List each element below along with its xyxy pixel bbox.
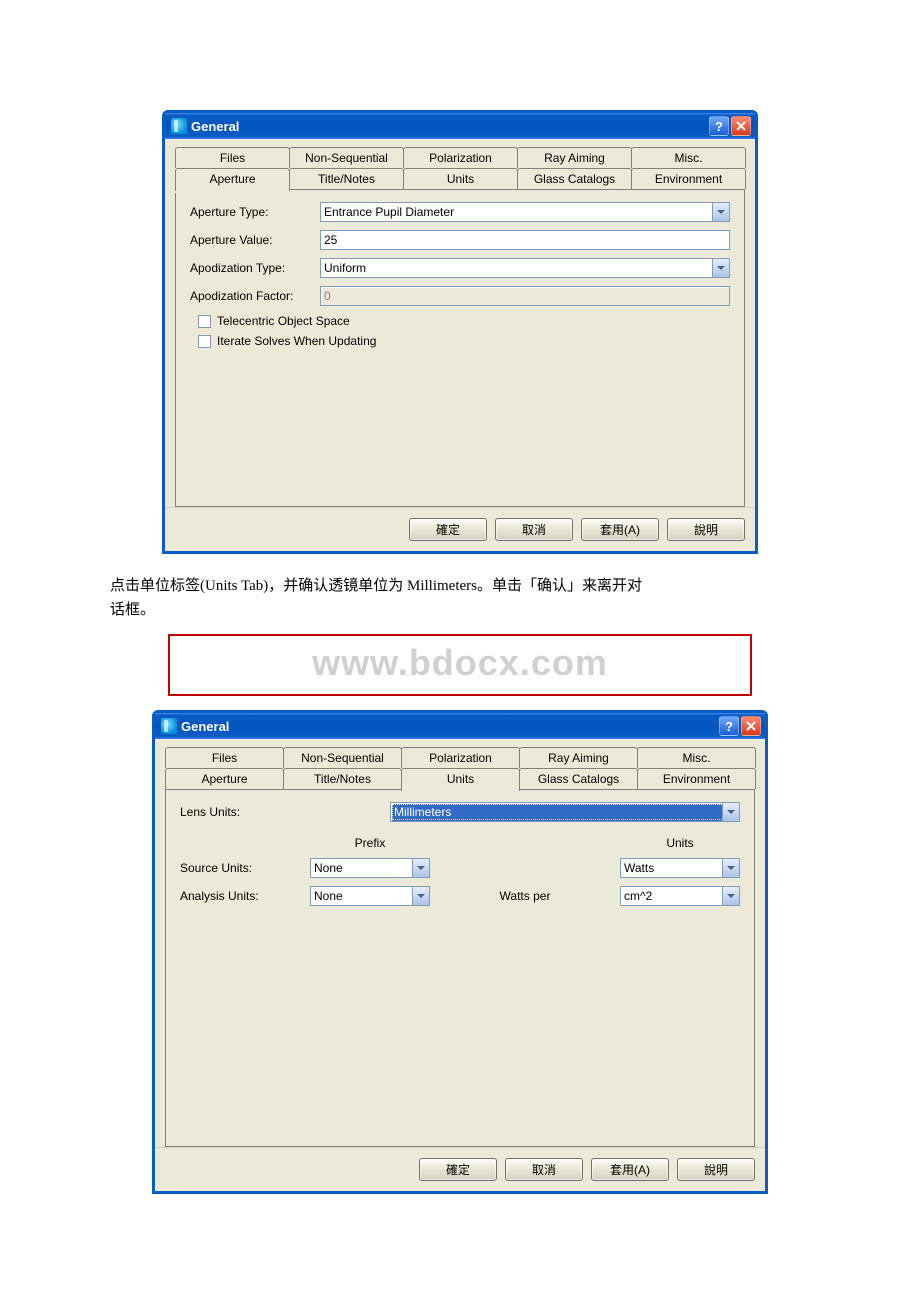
help-button[interactable]: 說明 [667,518,745,541]
apodization-type-select[interactable]: Uniform [320,258,730,278]
general-dialog-units: General ? Files Non-Sequential Polarizat… [152,710,768,1194]
prefix-header: Prefix [310,836,430,850]
tabstrip: Files Non-Sequential Polarization Ray Ai… [175,147,745,507]
aperture-type-label: Aperture Type: [190,205,320,219]
tab-ray-aiming[interactable]: Ray Aiming [519,747,638,768]
tab-units[interactable]: Units [403,168,518,189]
tab-title-notes[interactable]: Title/Notes [289,168,404,189]
analysis-units-select[interactable]: cm^2 [620,886,740,906]
cancel-button[interactable]: 取消 [495,518,573,541]
window-title: General [181,719,229,734]
watts-per-label: Watts per [430,889,620,903]
titlebar[interactable]: General ? [155,713,765,739]
watermark-box: www.bdocx.com [168,634,752,696]
apply-button[interactable]: 套用(A) [581,518,659,541]
column-headers: Prefix Units [180,836,740,850]
tab-glass-catalogs[interactable]: Glass Catalogs [517,168,632,189]
iterate-label: Iterate Solves When Updating [217,334,376,348]
analysis-prefix-select[interactable]: None [310,886,430,906]
source-units-select[interactable]: Watts [620,858,740,878]
tab-misc[interactable]: Misc. [637,747,756,768]
aperture-value-input[interactable] [320,230,730,250]
apodization-type-label: Apodization Type: [190,261,320,275]
dialog-button-row: 確定 取消 套用(A) 說明 [155,1147,765,1191]
titlebar-help-button[interactable]: ? [719,716,739,736]
telecentric-checkbox[interactable]: Telecentric Object Space [198,314,730,328]
general-dialog-aperture: General ? Files Non-Sequential Polarizat… [162,110,758,554]
checkbox-icon [198,335,211,348]
tab-environment[interactable]: Environment [637,768,756,789]
iterate-solves-checkbox[interactable]: Iterate Solves When Updating [198,334,730,348]
tab-misc[interactable]: Misc. [631,147,746,168]
source-units-label: Source Units: [180,861,310,875]
cancel-button[interactable]: 取消 [505,1158,583,1181]
aperture-type-select[interactable]: Entrance Pupil Diameter [320,202,730,222]
tab-polarization[interactable]: Polarization [403,147,518,168]
apply-button[interactable]: 套用(A) [591,1158,669,1181]
tab-title-notes[interactable]: Title/Notes [283,768,402,789]
ok-button[interactable]: 確定 [419,1158,497,1181]
ok-button[interactable]: 確定 [409,518,487,541]
app-icon [171,118,187,134]
tab-aperture[interactable]: Aperture [175,168,290,191]
tab-files[interactable]: Files [175,147,290,168]
source-prefix-select[interactable]: None [310,858,430,878]
titlebar-close-button[interactable] [731,116,751,136]
lens-units-select[interactable]: Millimeters [390,802,740,822]
checkbox-icon [198,315,211,328]
tab-units[interactable]: Units [401,768,520,791]
units-header: Units [620,836,740,850]
apodization-factor-input [320,286,730,306]
dialog-button-row: 確定 取消 套用(A) 說明 [165,507,755,551]
titlebar-close-button[interactable] [741,716,761,736]
tab-environment[interactable]: Environment [631,168,746,189]
tab-non-sequential[interactable]: Non-Sequential [289,147,404,168]
tabstrip: Files Non-Sequential Polarization Ray Ai… [165,747,755,1147]
lens-units-label: Lens Units: [180,805,390,819]
close-icon [746,721,756,731]
app-icon [161,718,177,734]
watermark-text: www.bdocx.com [170,642,750,684]
tab-polarization[interactable]: Polarization [401,747,520,768]
titlebar-help-button[interactable]: ? [709,116,729,136]
tab-aperture[interactable]: Aperture [165,768,284,789]
tab-ray-aiming[interactable]: Ray Aiming [517,147,632,168]
tab-files[interactable]: Files [165,747,284,768]
telecentric-label: Telecentric Object Space [217,314,350,328]
aperture-panel: Aperture Type: Entrance Pupil Diameter A… [175,189,745,507]
apodization-factor-label: Apodization Factor: [190,289,320,303]
window-title: General [191,119,239,134]
titlebar[interactable]: General ? [165,113,755,139]
tab-glass-catalogs[interactable]: Glass Catalogs [519,768,638,789]
units-panel: Lens Units: Millimeters Prefix Units [165,789,755,1147]
analysis-units-label: Analysis Units: [180,889,310,903]
close-icon [736,121,746,131]
help-button[interactable]: 說明 [677,1158,755,1181]
instruction-text: 点击单位标签(Units Tab)，并确认透镜单位为 Millimeters。单… [110,574,810,622]
aperture-value-label: Aperture Value: [190,233,320,247]
tab-non-sequential[interactable]: Non-Sequential [283,747,402,768]
